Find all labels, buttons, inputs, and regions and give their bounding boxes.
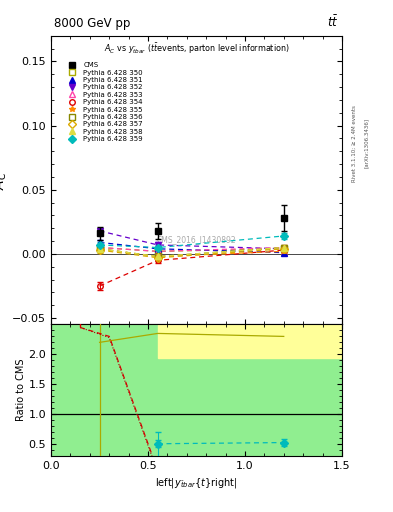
- X-axis label: left$|y_{\bar{t}bar}\{t\}$right|: left$|y_{\bar{t}bar}\{t\}$right|: [155, 476, 238, 490]
- CMS: [97, 230, 102, 237]
- Text: 8000 GeV pp: 8000 GeV pp: [54, 17, 130, 30]
- Pythia 6.428 353: [155, 248, 160, 254]
- Line: Pythia 6.428 356: Pythia 6.428 356: [97, 245, 286, 259]
- Pythia 6.428 359: [281, 233, 286, 239]
- CMS: [155, 228, 160, 234]
- Pythia 6.428 354: [281, 247, 286, 253]
- Pythia 6.428 356: [97, 246, 102, 252]
- Pythia 6.428 357: [97, 247, 102, 253]
- Line: Pythia 6.428 353: Pythia 6.428 353: [97, 245, 286, 254]
- Pythia 6.428 354: [97, 283, 102, 289]
- Pythia 6.428 355: [155, 253, 160, 260]
- Pythia 6.428 357: [155, 254, 160, 261]
- Pythia 6.428 358: [155, 253, 160, 260]
- Line: Pythia 6.428 358: Pythia 6.428 358: [97, 245, 286, 259]
- Pythia 6.428 350: [155, 248, 160, 254]
- Line: Pythia 6.428 351: Pythia 6.428 351: [97, 240, 286, 255]
- Text: $A_C$ vs $y_{\bar{t}bar}$ ($t\bar{t}$events, parton level information): $A_C$ vs $y_{\bar{t}bar}$ ($t\bar{t}$eve…: [104, 41, 289, 56]
- Pythia 6.428 357: [281, 246, 286, 252]
- Pythia 6.428 350: [281, 246, 286, 252]
- Pythia 6.428 355: [281, 248, 286, 254]
- Y-axis label: Ratio to CMS: Ratio to CMS: [16, 359, 26, 421]
- Pythia 6.428 358: [97, 246, 102, 252]
- Y-axis label: $A_C$: $A_C$: [0, 170, 9, 189]
- Legend: CMS, Pythia 6.428 350, Pythia 6.428 351, Pythia 6.428 352, Pythia 6.428 353, Pyt: CMS, Pythia 6.428 350, Pythia 6.428 351,…: [61, 59, 146, 145]
- Line: Pythia 6.428 359: Pythia 6.428 359: [97, 233, 286, 250]
- Pythia 6.428 351: [97, 239, 102, 245]
- Pythia 6.428 355: [97, 246, 102, 252]
- Pythia 6.428 359: [97, 242, 102, 248]
- Pythia 6.428 350: [97, 244, 102, 250]
- CMS: [281, 215, 286, 221]
- Pythia 6.428 352: [97, 228, 102, 234]
- Pythia 6.428 356: [155, 253, 160, 260]
- Line: Pythia 6.428 357: Pythia 6.428 357: [97, 246, 286, 261]
- Line: Pythia 6.428 354: Pythia 6.428 354: [97, 247, 286, 289]
- Line: Pythia 6.428 355: Pythia 6.428 355: [97, 246, 286, 259]
- Line: Pythia 6.428 350: Pythia 6.428 350: [97, 245, 286, 254]
- Pythia 6.428 353: [97, 244, 102, 250]
- Text: Rivet 3.1.10; ≥ 2.4M events: Rivet 3.1.10; ≥ 2.4M events: [352, 105, 357, 182]
- Pythia 6.428 359: [155, 244, 160, 250]
- Line: CMS: CMS: [96, 215, 287, 237]
- Pythia 6.428 353: [281, 244, 286, 250]
- Pythia 6.428 356: [281, 244, 286, 250]
- Text: CMS_2016_I1430892: CMS_2016_I1430892: [157, 234, 236, 244]
- Pythia 6.428 354: [155, 257, 160, 263]
- Pythia 6.428 352: [155, 242, 160, 248]
- Pythia 6.428 351: [155, 246, 160, 252]
- Pythia 6.428 351: [281, 249, 286, 255]
- Text: [arXiv:1306.3436]: [arXiv:1306.3436]: [364, 118, 369, 168]
- Pythia 6.428 358: [281, 244, 286, 250]
- Line: Pythia 6.428 352: Pythia 6.428 352: [97, 228, 286, 251]
- Bar: [158, 325, 342, 358]
- Text: $t\bar{t}$: $t\bar{t}$: [327, 15, 339, 30]
- Pythia 6.428 352: [281, 246, 286, 252]
